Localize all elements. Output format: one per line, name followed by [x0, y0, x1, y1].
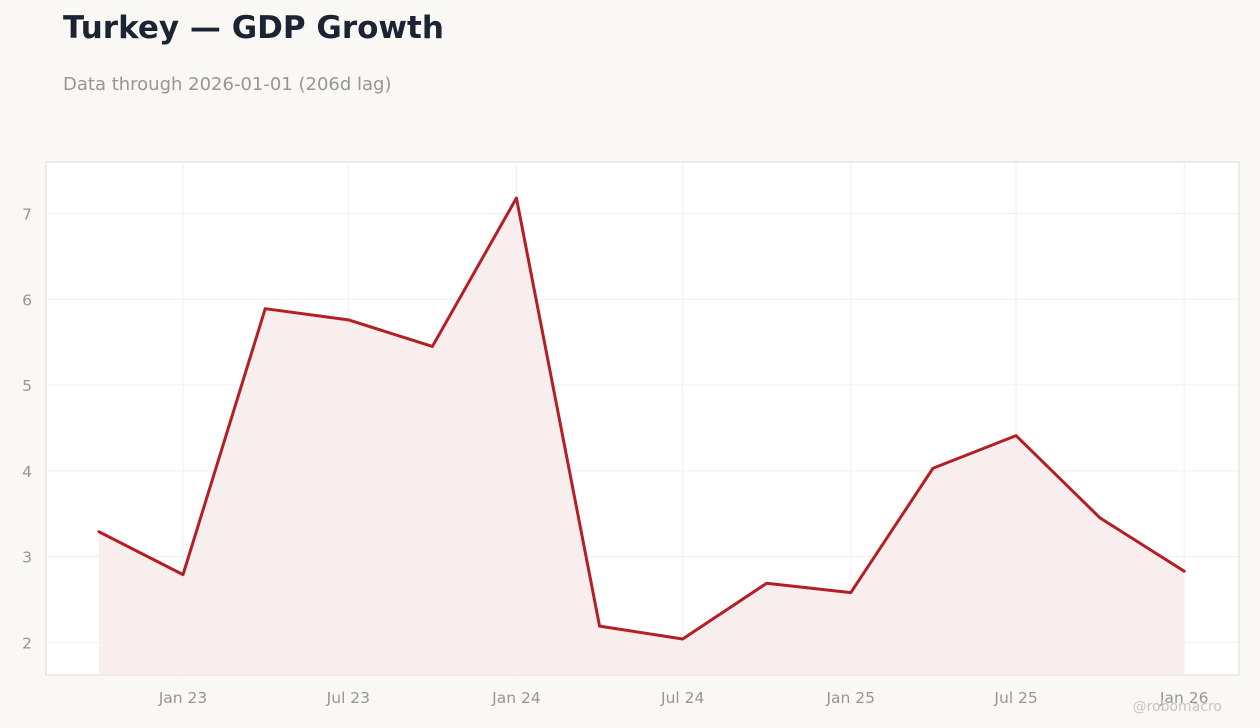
y-tick-label: 4: [22, 463, 32, 481]
chart-title: Turkey — GDP Growth: [63, 10, 444, 46]
data-point: [430, 344, 434, 348]
chart-subtitle: Data through 2026-01-01 (206d lag): [63, 74, 392, 95]
y-axis: 2 3 4 5 6 7: [22, 205, 32, 652]
data-point: [263, 307, 267, 311]
x-tick-label: Jan 26: [1159, 689, 1209, 707]
data-point: [346, 318, 350, 322]
x-tick-label: Jul 24: [660, 689, 704, 707]
x-tick-label: Jul 25: [993, 689, 1037, 707]
series-line: [97, 196, 1186, 641]
x-tick-label: Jan 23: [158, 689, 208, 707]
data-point: [1098, 516, 1102, 520]
y-tick-label: 2: [22, 634, 32, 652]
x-tick-label: Jan 24: [491, 689, 541, 707]
data-point: [765, 581, 769, 585]
data-point: [1014, 434, 1018, 438]
data-point: [681, 637, 685, 641]
y-tick-label: 6: [22, 291, 32, 309]
y-tick-label: 3: [22, 549, 32, 567]
data-point: [181, 573, 185, 577]
watermark-text: @robomacro: [1133, 699, 1222, 715]
y-tick-label: 5: [22, 377, 32, 395]
x-axis: Jan 23 Jul 23 Jan 24 Jul 24 Jan 25 Jul 25 Jan …: [158, 689, 1209, 707]
x-tick-label: Jan 25: [825, 689, 875, 707]
data-point: [598, 624, 602, 628]
data-point: [931, 466, 935, 470]
data-point: [849, 591, 853, 595]
data-point: [514, 196, 518, 200]
data-point: [97, 530, 101, 534]
data-point: [1182, 569, 1186, 573]
y-tick-label: 7: [22, 205, 32, 223]
x-tick-label: Jul 23: [326, 689, 370, 707]
series-area-fill: [98, 198, 1185, 675]
